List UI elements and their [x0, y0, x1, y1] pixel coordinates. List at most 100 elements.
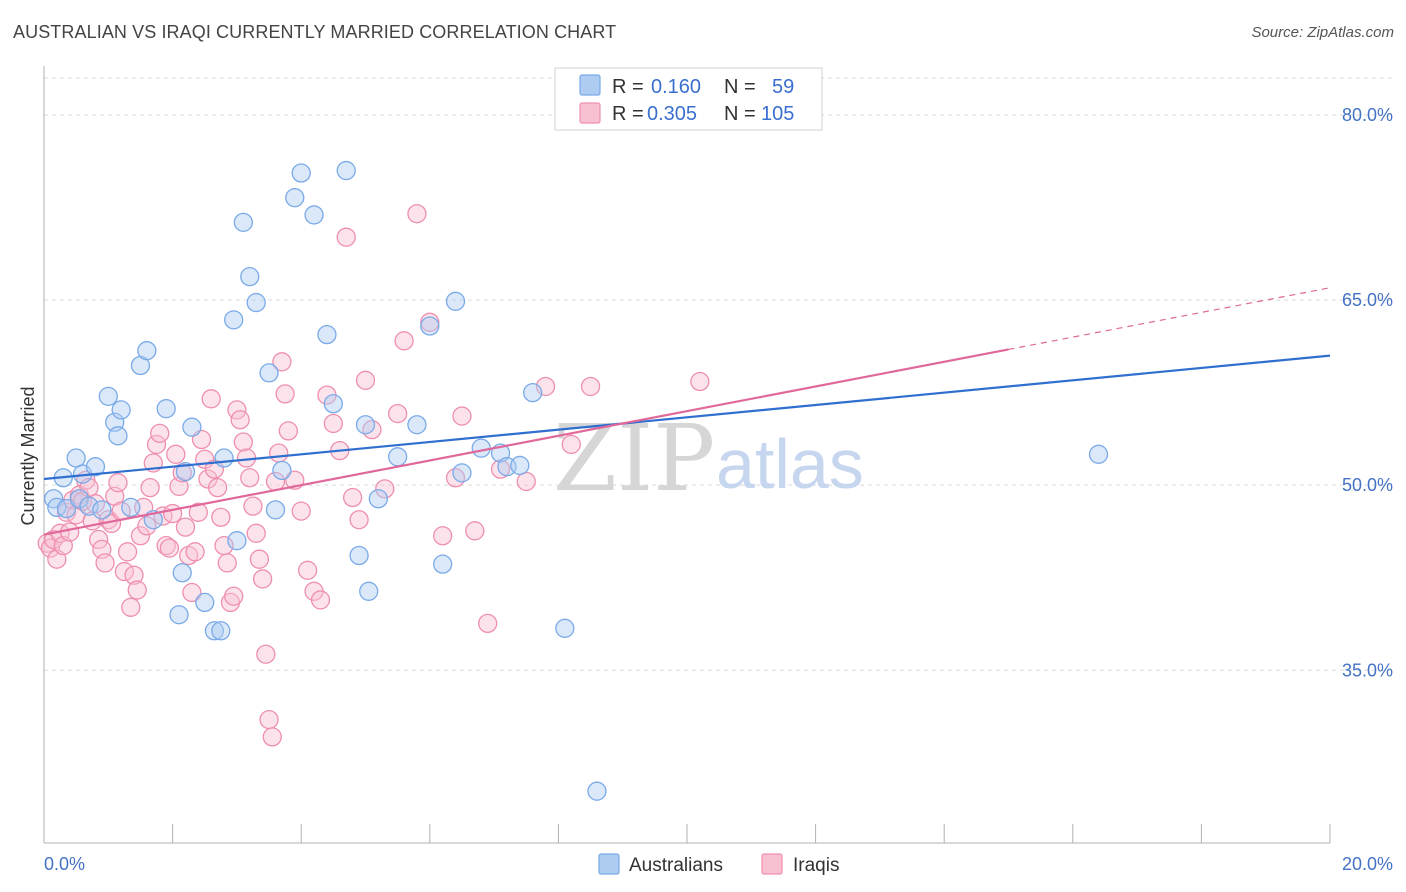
iraqi-point — [114, 561, 135, 582]
australian-point — [246, 292, 266, 313]
legend-swatch-australians — [579, 74, 601, 96]
iraqi-point — [175, 517, 196, 537]
australian-point — [137, 341, 157, 361]
iraqi-point — [249, 549, 270, 569]
legend-r-value: 0.160 — [651, 76, 701, 98]
iraqi-point — [478, 613, 498, 634]
iraqi-point — [146, 434, 167, 455]
iraqi-point — [240, 468, 260, 488]
bottom-legend-label-iraqis: Iraqis — [793, 855, 839, 876]
australian-point — [355, 415, 376, 435]
iraqi-point — [207, 477, 228, 498]
australian-point — [224, 310, 244, 330]
iraqi-point — [342, 487, 363, 508]
australian-point — [56, 498, 77, 519]
iraqi-point — [561, 434, 581, 455]
australian-point — [172, 563, 192, 583]
iraqi-point — [156, 535, 176, 556]
iraqi-point — [252, 569, 273, 589]
legend-r-value: 0.305 — [647, 103, 697, 125]
iraqi-point — [291, 501, 311, 521]
iraqi-point — [246, 523, 266, 543]
iraqi-point — [127, 580, 147, 600]
legend-r-label: R = — [612, 76, 644, 98]
bottom-legend-swatch-iraqis — [761, 853, 783, 875]
iraqi-point — [349, 510, 369, 530]
australian-point — [433, 554, 453, 574]
iraqi-point — [159, 538, 180, 558]
bottom-legend-swatch-australians — [598, 853, 620, 875]
iraqi-point — [275, 384, 295, 404]
iraqi-point — [433, 526, 453, 546]
iraqi-point — [297, 560, 318, 580]
iraqi-point — [117, 542, 138, 562]
australian-point — [182, 417, 202, 437]
australian-point — [445, 291, 466, 311]
australian-point — [121, 497, 141, 518]
australian-point — [211, 621, 231, 641]
iraqi-point — [233, 432, 253, 452]
legend-r-label: R = — [612, 103, 644, 125]
iraqi-point — [130, 526, 151, 546]
iraqi-point — [323, 413, 344, 434]
australian-point — [214, 448, 234, 468]
iraqi-point — [580, 376, 601, 397]
australian-point — [407, 415, 427, 435]
iraqi-point — [121, 597, 141, 617]
iraqi-point — [185, 542, 205, 562]
y-tick-label: 35.0% — [1342, 660, 1393, 680]
australian-point — [69, 489, 90, 509]
australian-point — [285, 188, 305, 208]
iraqi-point — [182, 582, 202, 603]
iraqi-point — [95, 553, 115, 573]
iraqi-point — [124, 565, 144, 585]
australian-point — [265, 500, 286, 520]
y-tick-label: 50.0% — [1342, 475, 1393, 495]
australian-point — [323, 394, 344, 414]
australian-point — [47, 497, 67, 518]
iraqi-point — [407, 204, 427, 224]
iraqi-point — [465, 521, 485, 541]
australian-point — [259, 363, 279, 383]
iraqi-point — [690, 371, 710, 392]
x-axis-tick-labels: 0.0% 20.0% — [44, 854, 1393, 874]
iraqi-point — [201, 389, 221, 409]
x-tick-label: 0.0% — [44, 854, 85, 874]
iraqi-point — [150, 423, 170, 444]
iraqi-point — [166, 444, 186, 464]
trendlines — [43, 287, 1331, 536]
australian-point — [156, 399, 176, 419]
legend-n-label: N = — [724, 76, 756, 98]
iraqi-point — [140, 477, 160, 498]
australian-point — [108, 426, 128, 446]
chart-title: AUSTRALIAN VS IRAQI CURRENTLY MARRIED CO… — [13, 22, 617, 42]
australian-point — [98, 386, 118, 406]
iraqis-trendline — [43, 348, 1009, 536]
y-tick-label: 65.0% — [1342, 290, 1393, 310]
iraqi-point — [262, 727, 282, 747]
australian-point — [169, 605, 189, 625]
australian-point — [587, 781, 607, 801]
iraqi-point — [162, 503, 183, 524]
axes — [43, 66, 1331, 844]
iraqi-point — [387, 403, 408, 424]
y-tick-label: 80.0% — [1342, 105, 1393, 125]
australian-point — [92, 500, 112, 520]
iraqi-point — [452, 406, 472, 426]
bottom-legend-label-australians: Australians — [629, 855, 723, 876]
australian-point — [359, 581, 379, 601]
legend-n-label: N = — [724, 103, 756, 125]
watermark: ZIP atlas — [553, 405, 864, 512]
gridlines — [44, 77, 1393, 671]
legend-box: R = 0.160 N = 59 R = 0.305 N = 105 — [554, 67, 823, 131]
australian-point — [111, 400, 131, 420]
australian-point — [420, 316, 440, 336]
iraqi-point — [243, 496, 263, 516]
iraqi-point — [211, 507, 231, 527]
chart-source: Source: ZipAtlas.com — [1251, 24, 1394, 41]
australian-point — [85, 457, 106, 477]
iraqi-point — [355, 370, 376, 390]
australian-point — [471, 438, 491, 458]
iraqi-point — [108, 473, 128, 493]
